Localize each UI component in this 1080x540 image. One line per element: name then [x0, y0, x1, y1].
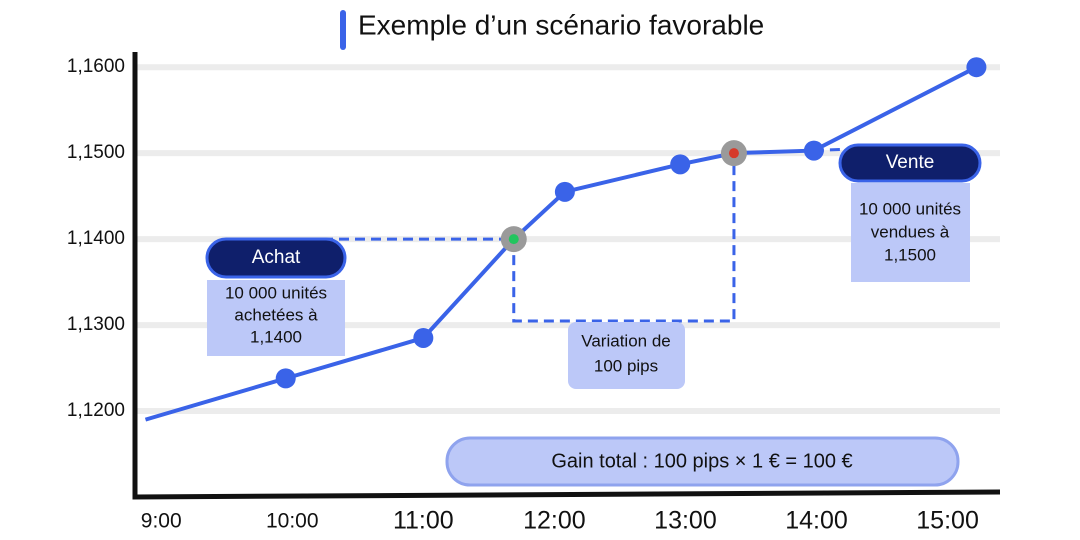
annotation-text: achetées à: [234, 305, 318, 324]
label-box: [205, 237, 347, 279]
y-tick-label: 1,1200: [67, 400, 125, 421]
y-tick-label: 1,1400: [67, 228, 125, 249]
label-box: [568, 322, 685, 389]
annotation-text: Variation de: [581, 331, 670, 350]
y-tick-label: 1,1600: [67, 56, 125, 77]
annotation-text: 100 pips: [594, 356, 658, 375]
annotation-text: 10 000 unités: [225, 283, 327, 302]
title-marker: [340, 10, 346, 50]
x-tick-label: 15:00: [916, 507, 979, 535]
axis: [132, 52, 1001, 500]
label-box: [851, 183, 970, 282]
trade-dot: [508, 234, 519, 245]
point: [803, 140, 824, 161]
x-tick-label: 10:00: [266, 510, 319, 533]
annotation-text: 10 000 unités: [859, 199, 961, 218]
x-tick-label: 9:00: [141, 510, 182, 533]
trade-dot: [728, 148, 739, 159]
annotation-text: 1,1500: [884, 245, 936, 264]
gain-label: Gain total : 100 pips × 1 € = 100 €: [551, 450, 852, 472]
x-tick-label: 11:00: [393, 507, 454, 535]
x-tick-label: 12:00: [523, 507, 586, 535]
guide: [512, 153, 736, 323]
label-box: [838, 143, 982, 183]
point: [413, 327, 434, 348]
buy-label: Achat: [252, 247, 301, 268]
annotation-text: vendues à: [871, 222, 950, 241]
chart-title: Exemple d’un scénario favorable: [358, 9, 764, 40]
point: [275, 368, 296, 389]
point: [966, 57, 987, 78]
x-tick-label: 14:00: [785, 507, 848, 535]
point: [554, 181, 575, 202]
y-tick-label: 1,1500: [67, 142, 125, 163]
sell-label: Vente: [886, 152, 935, 173]
label-box: [207, 280, 345, 356]
y-tick-label: 1,1300: [67, 314, 125, 335]
label-box: [445, 436, 960, 487]
x-tick-label: 13:00: [654, 507, 717, 535]
annotation-text: 1,1400: [250, 327, 302, 346]
point: [670, 154, 691, 175]
